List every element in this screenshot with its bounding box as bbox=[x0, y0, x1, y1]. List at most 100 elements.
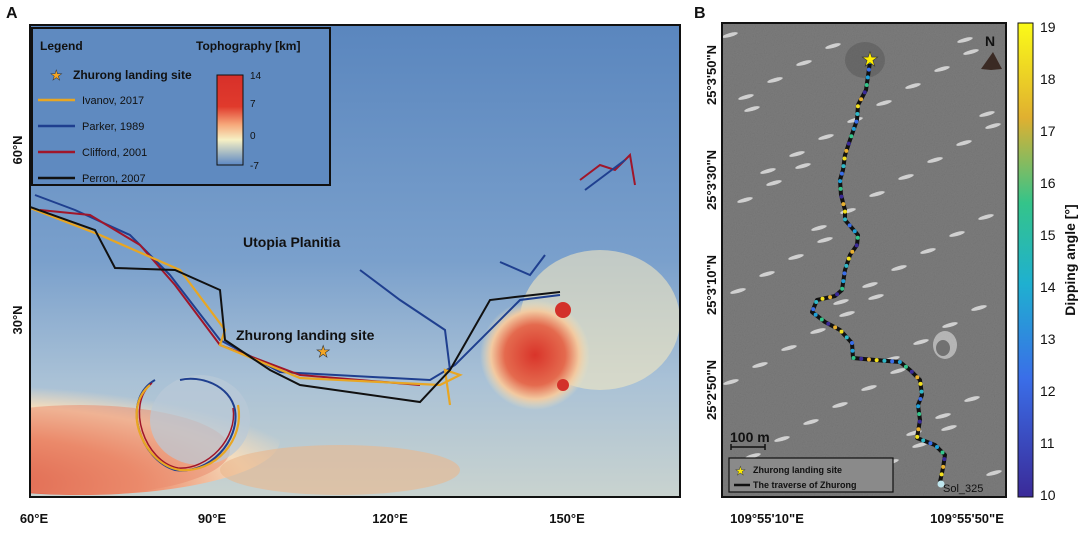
dune bbox=[979, 111, 995, 117]
dip-measurement-point bbox=[849, 134, 854, 139]
dip-measurement-point bbox=[844, 148, 849, 153]
colorbar-title: Tophography [km] bbox=[196, 39, 300, 53]
lon-tick: 90°E bbox=[198, 511, 227, 526]
dune bbox=[927, 157, 943, 163]
dip-measurement-point bbox=[847, 223, 852, 228]
dip-measurement-point bbox=[833, 325, 838, 330]
legend-traverse: The traverse of Zhurong bbox=[753, 480, 857, 490]
lat-tick: 25°3'10"N bbox=[704, 255, 719, 315]
dip-measurement-point bbox=[820, 296, 825, 301]
dune bbox=[759, 271, 775, 277]
dune bbox=[810, 328, 826, 334]
dune bbox=[935, 413, 951, 419]
panel-b-label: B bbox=[694, 5, 706, 22]
dip-measurement-point bbox=[819, 317, 824, 322]
dune bbox=[941, 425, 957, 431]
dip-measurement-point bbox=[941, 464, 946, 469]
map-b-frame bbox=[721, 22, 1007, 498]
dip-measurement-point bbox=[844, 263, 849, 268]
lat-tick: 25°3'30"N bbox=[704, 150, 719, 210]
lat-tick: 60°N bbox=[10, 135, 25, 164]
dune bbox=[985, 123, 1001, 129]
landing-site-star-icon: ★ bbox=[861, 49, 879, 71]
dip-measurement-point bbox=[855, 111, 860, 116]
dune bbox=[817, 237, 833, 243]
dune bbox=[949, 231, 965, 237]
dip-measurement-point bbox=[917, 411, 922, 416]
dip-measurement-point bbox=[839, 194, 844, 199]
dip-measurement-point bbox=[868, 60, 872, 64]
dip-measurement-point bbox=[828, 295, 833, 300]
dune bbox=[839, 311, 855, 317]
dip-measurement-point bbox=[843, 209, 847, 214]
dip-measurement-point bbox=[854, 119, 859, 124]
dune bbox=[781, 345, 797, 351]
dune bbox=[795, 163, 811, 169]
dip-measurement-point bbox=[915, 434, 920, 439]
dune bbox=[869, 191, 885, 197]
end-label: Sol_325 bbox=[943, 483, 983, 495]
dune bbox=[934, 66, 950, 72]
dip-measurement-point bbox=[864, 83, 869, 88]
legend-item: Perron, 2007 bbox=[82, 173, 146, 185]
satellite-image: ★ N 100 m Sol_325 ★ Zhurong landing site… bbox=[722, 23, 1006, 497]
colorbar-tick: 15 bbox=[1040, 227, 1056, 243]
colorbar-tick: 14 bbox=[1040, 279, 1056, 295]
dip-measurement-point bbox=[839, 171, 844, 176]
dune bbox=[730, 288, 746, 294]
legend-item: Ivanov, 2017 bbox=[82, 95, 144, 107]
dune bbox=[789, 151, 805, 157]
legend-title: Legend bbox=[40, 39, 83, 53]
colorbar-tick: 12 bbox=[1040, 383, 1056, 399]
legend-item: Parker, 1989 bbox=[82, 121, 144, 133]
dip-measurement-point bbox=[928, 441, 933, 446]
dip-measurement-point bbox=[854, 243, 859, 248]
dip-measurement-point bbox=[840, 286, 845, 291]
dip-measurement-point bbox=[918, 396, 923, 401]
dip-measurement-point bbox=[811, 307, 816, 312]
dune bbox=[971, 305, 987, 311]
dune bbox=[738, 94, 754, 100]
north-label: N bbox=[985, 33, 995, 49]
colorbar-tick: 13 bbox=[1040, 331, 1056, 347]
dip-measurement-point bbox=[866, 67, 871, 72]
dune bbox=[986, 470, 1002, 476]
dune bbox=[942, 322, 958, 328]
dune bbox=[913, 339, 929, 345]
dune bbox=[752, 362, 768, 368]
dip-measurement-point bbox=[909, 369, 914, 374]
dune bbox=[978, 214, 994, 220]
dune bbox=[963, 49, 979, 55]
lat-tick: 25°2'50"N bbox=[704, 360, 719, 420]
star-icon: ★ bbox=[50, 67, 63, 83]
dip-measurement-point bbox=[838, 179, 843, 184]
dip-measurement-point bbox=[850, 249, 855, 254]
sol-325-marker bbox=[937, 480, 945, 488]
dune bbox=[818, 134, 834, 140]
dip-measurement-point bbox=[841, 202, 846, 207]
dip-measurement-point bbox=[846, 256, 851, 261]
dune bbox=[920, 248, 936, 254]
topography-map bbox=[30, 25, 680, 497]
colorbar-tick: 17 bbox=[1040, 123, 1056, 139]
dip-measurement-point bbox=[903, 364, 908, 369]
dip-measurement-point bbox=[916, 427, 921, 432]
dip-measurement-point bbox=[859, 356, 864, 361]
dip-measurement-point bbox=[866, 357, 871, 362]
dip-measurement-point bbox=[862, 90, 867, 95]
dip-measurement-point bbox=[838, 186, 843, 191]
dip-measurement-point bbox=[916, 404, 921, 409]
dip-measurement-point bbox=[855, 104, 860, 109]
north-arrow-icon bbox=[981, 52, 1002, 70]
dune bbox=[796, 60, 812, 66]
dune bbox=[722, 32, 738, 38]
dip-measurement-point bbox=[940, 450, 945, 455]
dune bbox=[825, 43, 841, 49]
dip-measurement-point bbox=[890, 359, 895, 364]
lon-tick: 60°E bbox=[20, 511, 49, 526]
legend-item: Clifford, 2001 bbox=[82, 147, 147, 159]
topography-colorbar bbox=[216, 74, 244, 166]
dipping-angle-colorbar bbox=[1017, 22, 1034, 498]
dip-measurement-point bbox=[921, 438, 926, 443]
legend-b: ★ Zhurong landing site The traverse of Z… bbox=[728, 457, 894, 493]
